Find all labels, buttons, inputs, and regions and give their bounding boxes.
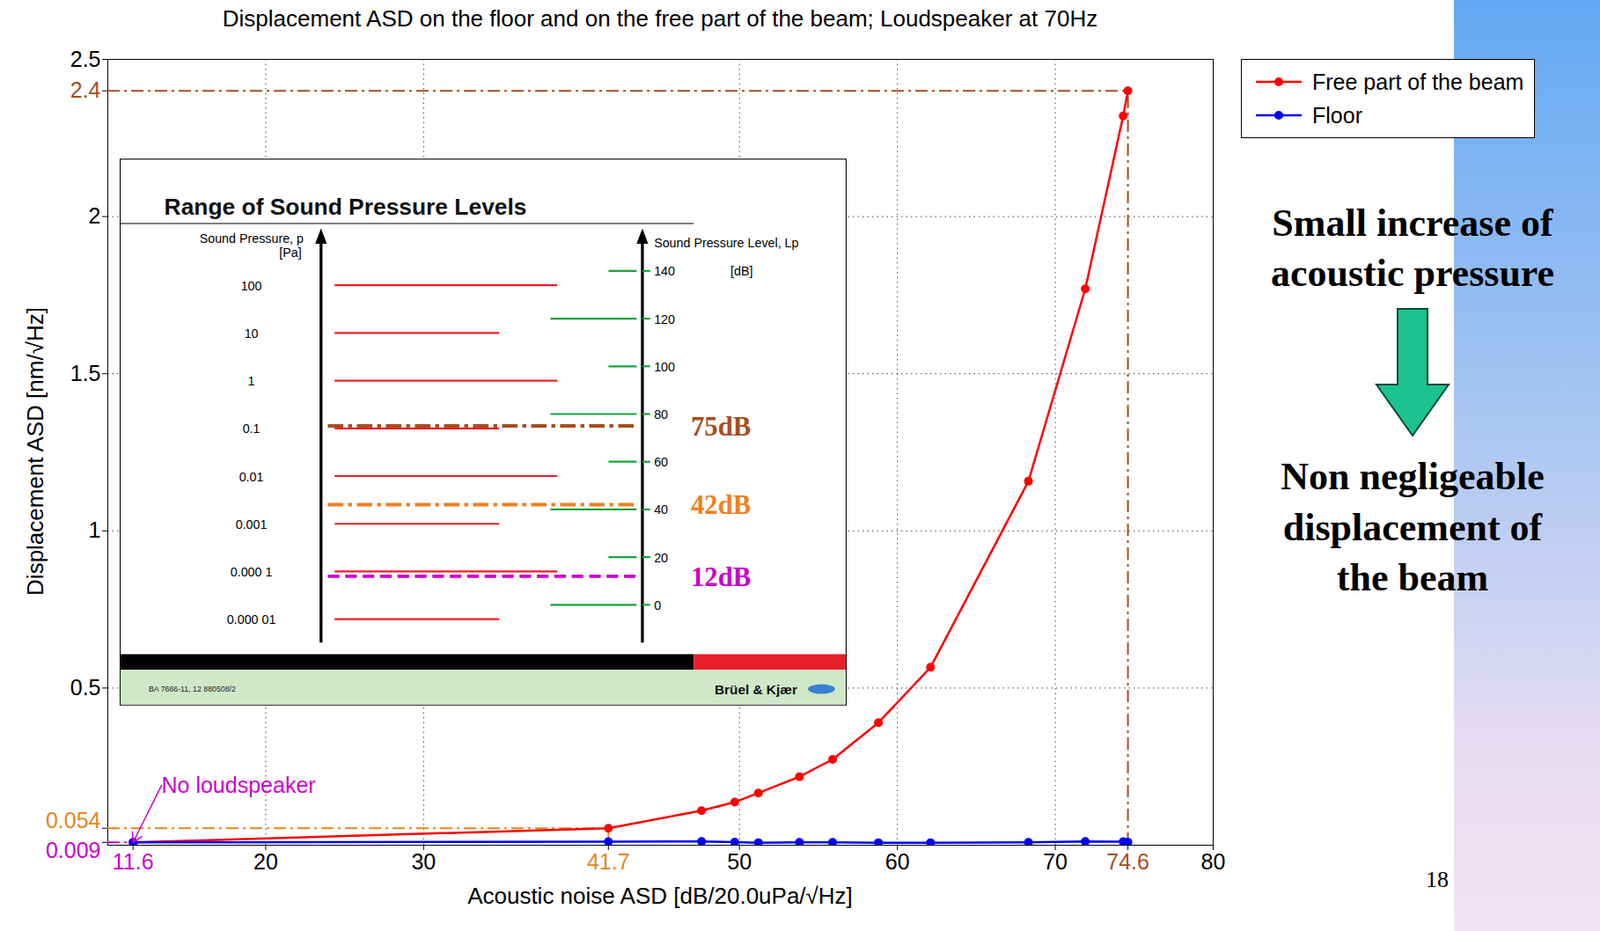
html-text:Small increase of acoustic pre: Small increase of acoustic pressure [1270,201,1555,296]
svg-text:No loudspeaker: No loudspeaker [161,772,316,798]
svg-text:Range of Sound Pressure Levels: Range of Sound Pressure Levels [164,193,528,221]
svg-text:Brüel & Kjær: Brüel & Kjær [714,682,798,698]
svg-text:[dB]: [dB] [730,264,753,279]
html-text:Displacement ASD [nm/√Hz]: Displacement ASD [nm/√Hz] [21,307,48,596]
svg-text:0.054: 0.054 [45,807,102,833]
svg-text:2.5: 2.5 [70,46,102,72]
svg-text:60: 60 [653,455,668,470]
svg-text:0.1: 0.1 [242,421,261,436]
svg-text:0.009: 0.009 [45,837,102,863]
svg-text:60: 60 [885,849,911,874]
svg-text:74.6: 74.6 [1106,849,1150,874]
svg-text:1: 1 [88,517,102,543]
svg-text:Sound Pressure Level, Lp: Sound Pressure Level, Lp [653,235,799,250]
svg-text:0.01: 0.01 [239,469,265,485]
svg-text:11.6: 11.6 [112,849,155,874]
svg-text:Sound Pressure, p: Sound Pressure, p [199,231,304,246]
svg-text:140: 140 [653,264,676,279]
svg-text:2.4: 2.4 [70,77,102,103]
svg-text:100: 100 [653,359,676,375]
svg-text:0.001: 0.001 [235,517,268,532]
svg-text:40: 40 [653,502,668,517]
svg-text:20: 20 [653,550,668,566]
svg-text:BA 7666-11, 12 880508/2: BA 7666-11, 12 880508/2 [148,684,236,694]
svg-text:1: 1 [248,374,256,389]
svg-text:41.7: 41.7 [587,849,631,874]
svg-text:0.5: 0.5 [70,675,102,700]
html-text:Free part of the beam: Free part of the beam [1312,69,1524,94]
svg-text:12dB: 12dB [690,562,751,593]
html-text:Floor: Floor [1312,102,1363,128]
svg-text:75dB: 75dB [690,411,751,442]
html-text:18: 18 [1425,866,1449,893]
svg-text:2: 2 [88,203,102,228]
svg-text:50: 50 [726,849,752,874]
svg-text:120: 120 [653,312,676,327]
svg-text:42dB: 42dB [690,490,751,521]
svg-text:80: 80 [653,407,668,422]
svg-text:20: 20 [253,849,279,874]
svg-text:0.000 1: 0.000 1 [230,565,273,580]
svg-text:10: 10 [244,326,259,341]
html-text:Displacement ASD on the floor: Displacement ASD on the floor and on the… [222,5,1098,32]
svg-text:100: 100 [241,278,263,294]
svg-text:[Pa]: [Pa] [278,245,301,260]
svg-text:0.000 01: 0.000 01 [227,612,277,627]
svg-text:70: 70 [1042,849,1068,874]
svg-text:0: 0 [653,598,661,613]
html-text:Non negligeable displacement o: Non negligeable displacement of the beam [1280,455,1545,600]
svg-text:1.5: 1.5 [70,360,102,386]
svg-text:30: 30 [411,849,436,874]
html-text:Acoustic noise ASD [dB/20.0uPa: Acoustic noise ASD [dB/20.0uPa/√Hz] [467,882,853,910]
svg-text:80: 80 [1201,849,1226,874]
